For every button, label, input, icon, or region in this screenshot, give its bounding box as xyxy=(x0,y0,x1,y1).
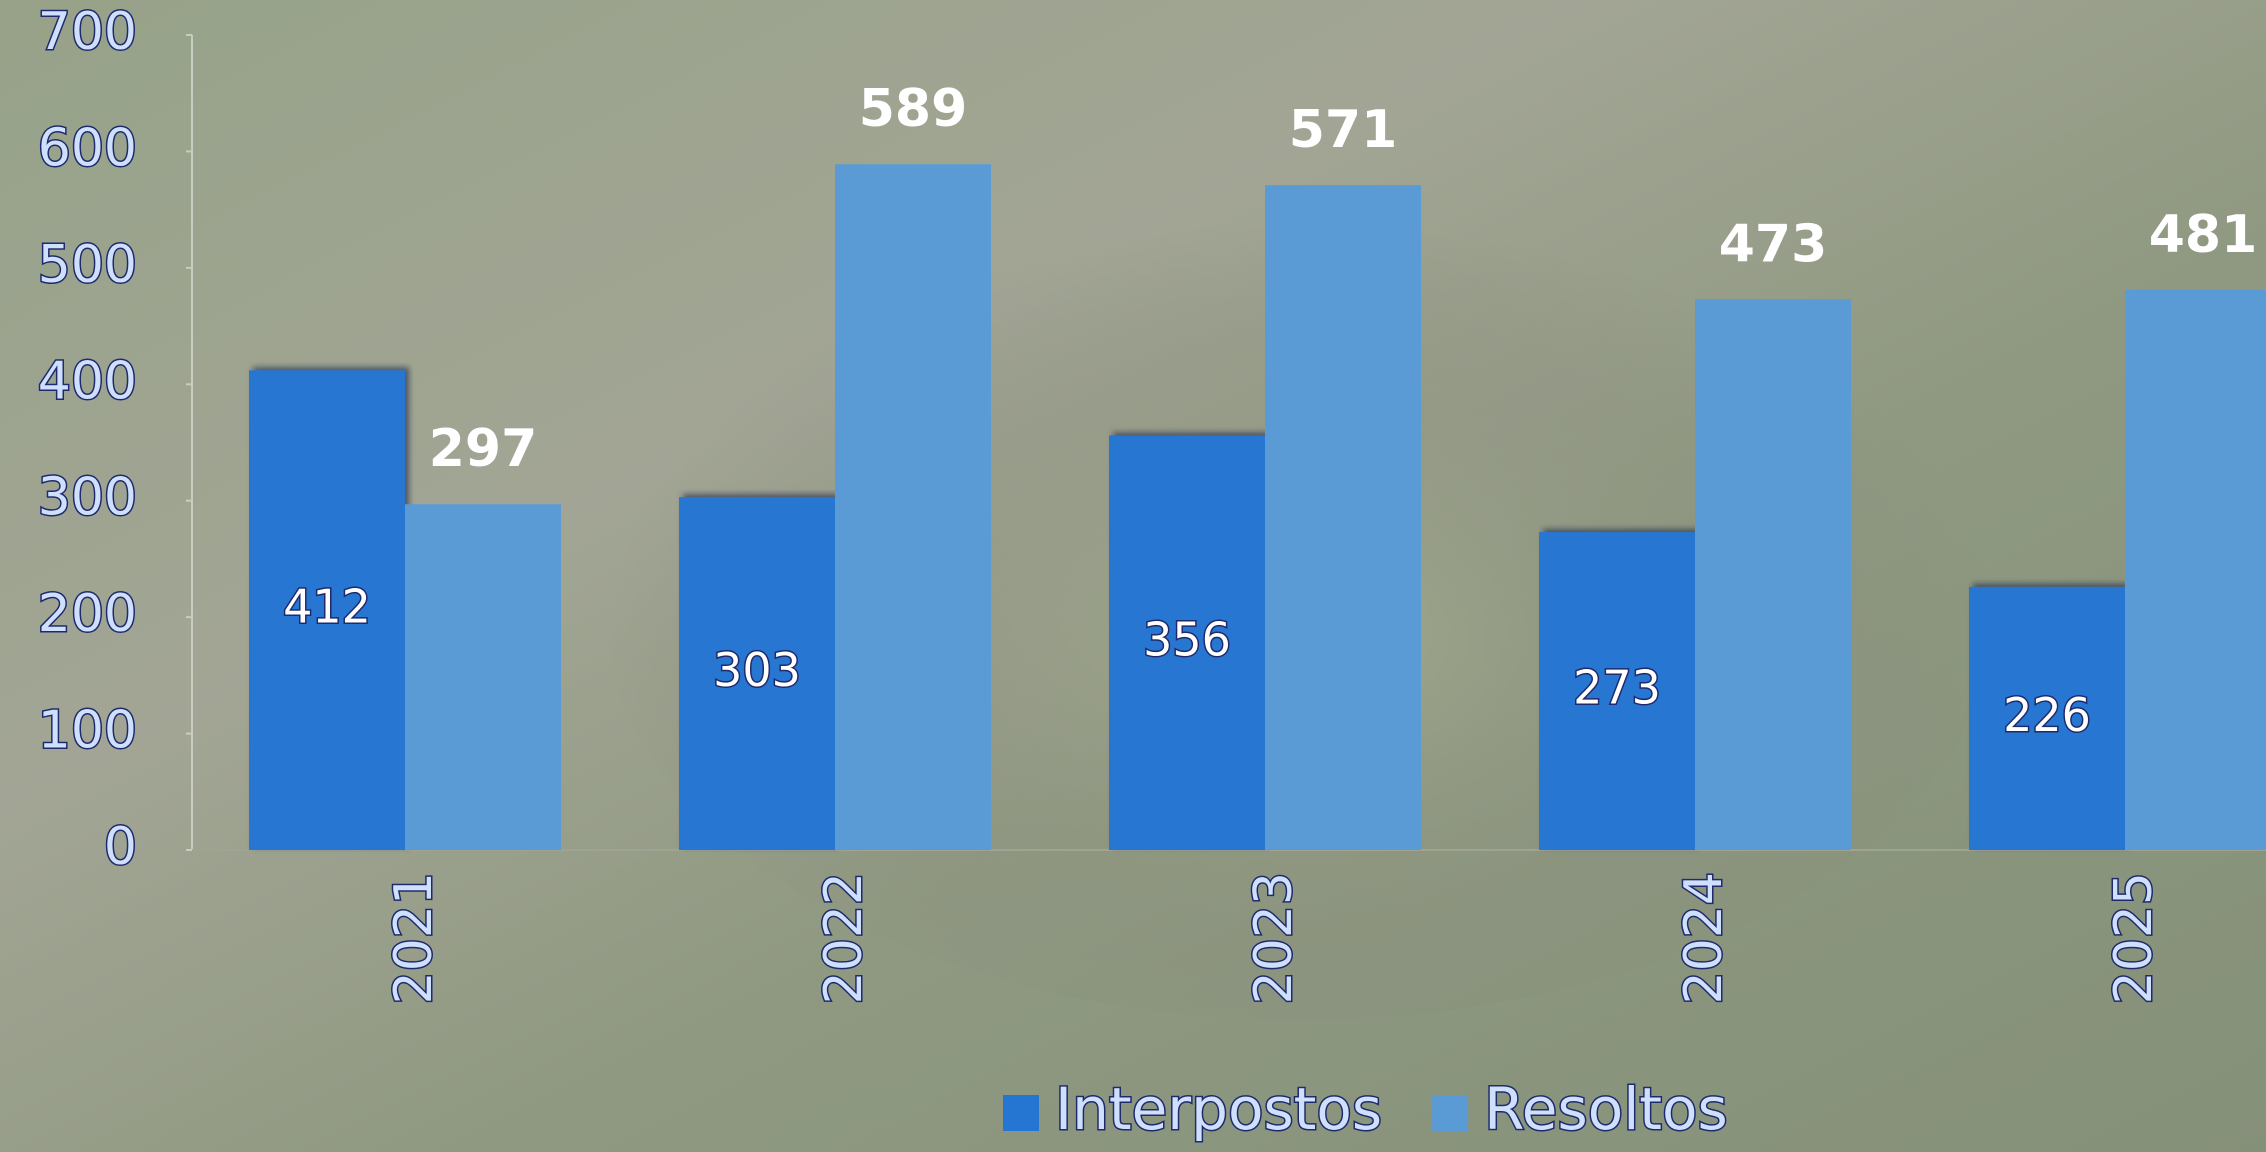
x-tick-label: 2025 xyxy=(2104,872,2164,1004)
legend-swatch xyxy=(1003,1095,1039,1131)
y-tick-label: 200 xyxy=(38,584,137,644)
y-tick-label: 100 xyxy=(38,701,137,761)
bar xyxy=(1695,299,1851,850)
y-tick-label: 400 xyxy=(38,351,137,411)
x-tick-label: 2022 xyxy=(814,872,874,1004)
data-label: 481 xyxy=(2149,205,2258,265)
data-label: 473 xyxy=(1719,214,1828,274)
bar xyxy=(1109,435,1265,850)
y-tick-label: 700 xyxy=(38,2,137,62)
bar xyxy=(679,497,835,850)
y-tick-label: 300 xyxy=(38,468,137,528)
bar xyxy=(1265,185,1421,850)
y-tick-label: 0 xyxy=(104,817,137,877)
data-label: 356 xyxy=(1143,612,1231,666)
bar xyxy=(835,164,991,850)
legend-label: Interpostos xyxy=(1055,1075,1382,1143)
bar xyxy=(2125,289,2266,850)
bar xyxy=(405,504,561,850)
x-tick-label: 2024 xyxy=(1674,872,1734,1004)
bar xyxy=(1969,586,2125,850)
y-tick-label: 500 xyxy=(38,235,137,295)
y-tick-label: 600 xyxy=(38,118,137,178)
x-tick-label: 2021 xyxy=(384,872,444,1004)
bar xyxy=(1539,532,1695,850)
data-label: 303 xyxy=(713,643,801,697)
data-label: 226 xyxy=(2003,688,2091,742)
data-label: 273 xyxy=(1573,661,1661,715)
data-label: 297 xyxy=(429,419,538,479)
legend-swatch xyxy=(1432,1095,1469,1131)
x-tick-label: 2023 xyxy=(1244,872,1304,1004)
data-label: 589 xyxy=(859,79,968,139)
data-label: 412 xyxy=(283,580,371,634)
data-label: 571 xyxy=(1289,100,1398,160)
legend-label: Resoltos xyxy=(1484,1075,1728,1143)
bar xyxy=(249,370,405,850)
